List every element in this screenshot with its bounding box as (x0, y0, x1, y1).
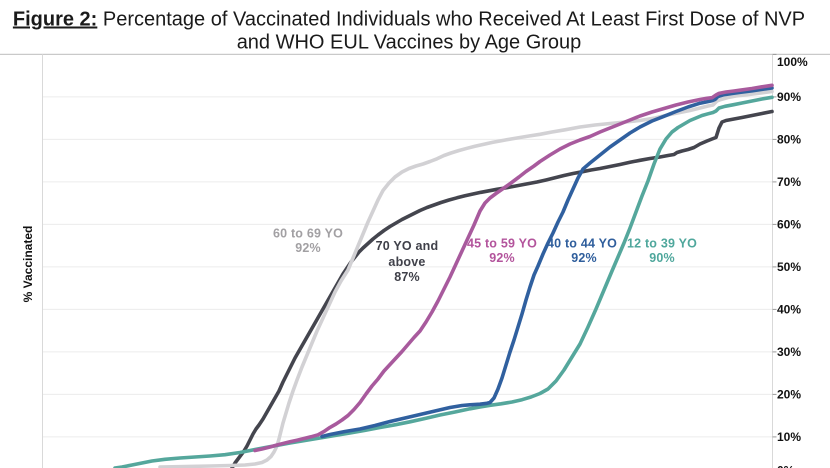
svg-text:90%: 90% (649, 251, 675, 265)
svg-text:87%: 87% (394, 270, 420, 284)
svg-text:50%: 50% (777, 260, 801, 274)
svg-text:40 to 44 YO: 40 to 44 YO (547, 237, 617, 251)
svg-text:and WHO EUL Vaccines by Age Gr: and WHO EUL Vaccines by Age Group (237, 32, 582, 54)
svg-text:45 to 59 YO: 45 to 59 YO (467, 237, 537, 251)
svg-text:Figure 2: Percentage of Vaccin: Figure 2: Percentage of Vaccinated Indiv… (13, 9, 805, 31)
svg-text:90%: 90% (777, 90, 801, 104)
svg-text:60%: 60% (777, 218, 801, 232)
svg-text:70 YO and: 70 YO and (376, 239, 439, 253)
svg-text:92%: 92% (571, 251, 597, 265)
svg-text:100%: 100% (777, 55, 808, 69)
svg-text:70%: 70% (777, 175, 801, 189)
svg-text:% Vaccinated: % Vaccinated (21, 226, 35, 303)
svg-text:12 to 39 YO: 12 to 39 YO (627, 237, 697, 251)
svg-text:60 to 69 YO: 60 to 69 YO (273, 227, 343, 241)
svg-text:40%: 40% (777, 303, 801, 317)
svg-text:20%: 20% (777, 388, 801, 402)
svg-text:92%: 92% (295, 241, 321, 255)
svg-text:0%: 0% (777, 464, 795, 468)
svg-text:30%: 30% (777, 345, 801, 359)
svg-text:80%: 80% (777, 133, 801, 147)
svg-text:10%: 10% (777, 430, 801, 444)
svg-text:92%: 92% (489, 251, 515, 265)
svg-text:above: above (388, 255, 425, 269)
